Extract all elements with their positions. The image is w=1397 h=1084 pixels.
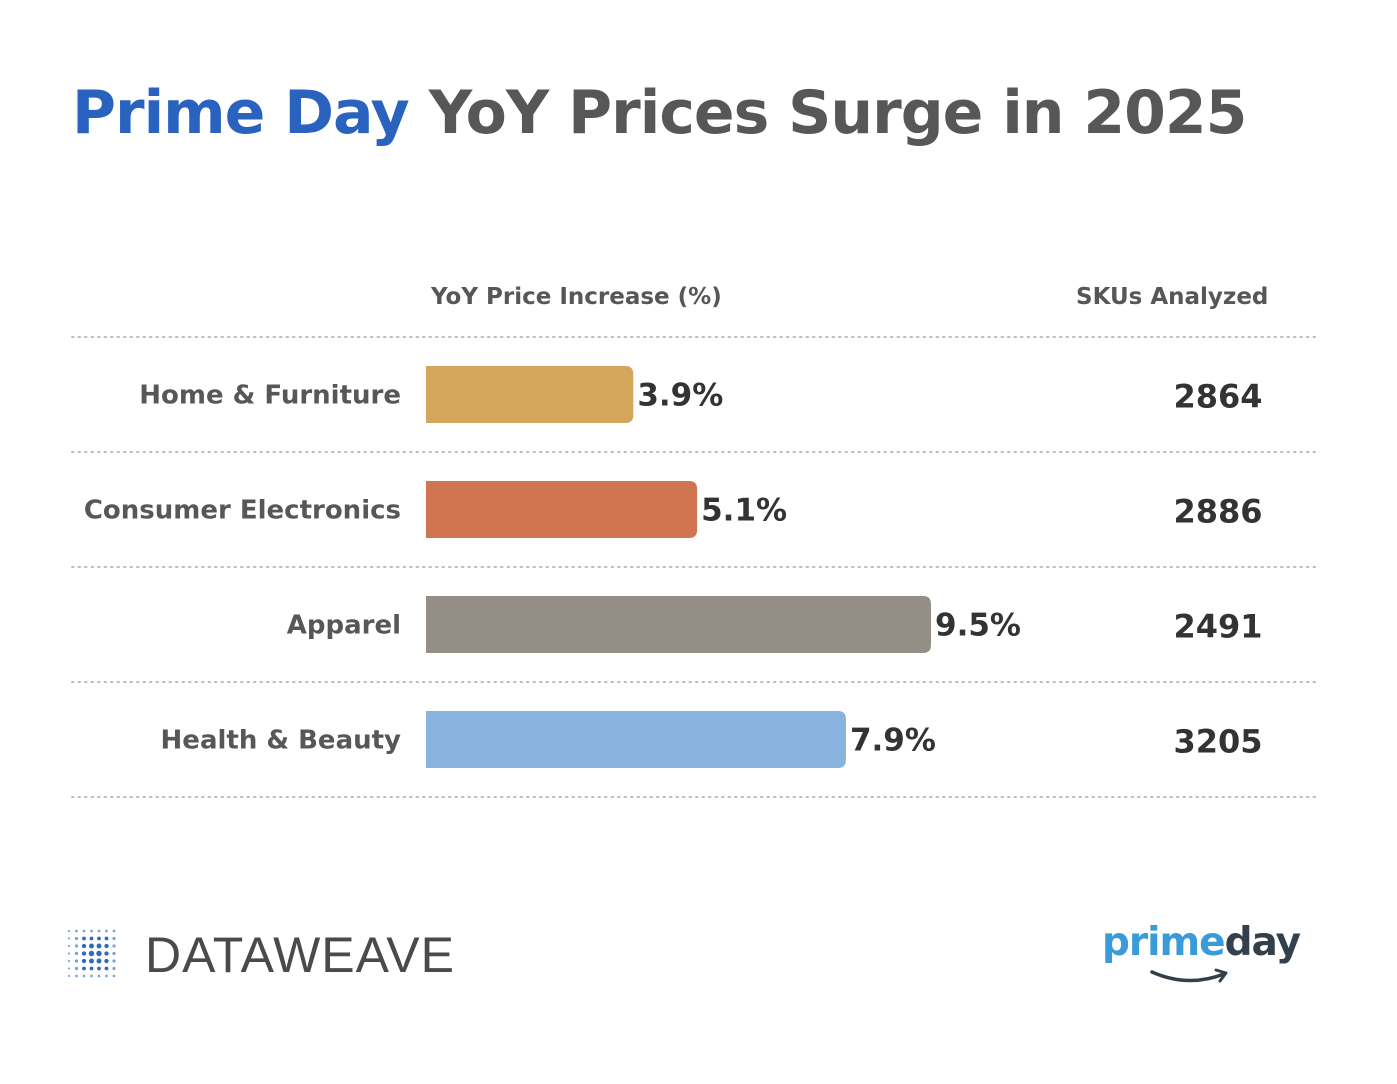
category-label: Consumer Electronics — [84, 496, 401, 526]
sku-count: 2864 — [1173, 378, 1262, 416]
bar-value-label: 5.1% — [701, 493, 787, 529]
bar-value-label: 7.9% — [850, 723, 936, 759]
bar-column-header: YoY Price Increase (%) — [431, 284, 722, 310]
prime-day-logo-prime: prime — [1102, 920, 1226, 965]
bar-value-label: 3.9% — [637, 378, 723, 414]
smile-arrow-icon — [1150, 968, 1228, 983]
prime-day-logo: primeday — [1102, 920, 1302, 990]
chart-title: Prime Day YoY Prices Surge in 2025 — [72, 78, 1248, 148]
dataweave-dots-icon — [66, 928, 120, 986]
bar — [426, 481, 698, 538]
bar — [426, 596, 931, 653]
title-brand: Prime Day — [72, 78, 410, 148]
category-label: Apparel — [287, 611, 401, 641]
prime-day-logo-day: day — [1224, 920, 1301, 965]
sku-count: 2491 — [1173, 608, 1262, 646]
sku-count: 2886 — [1173, 493, 1262, 531]
bar-value-label: 9.5% — [935, 608, 1021, 644]
category-label: Home & Furniture — [139, 381, 401, 411]
sku-column-header: SKUs Analyzed — [1076, 284, 1269, 310]
sku-count: 3205 — [1173, 723, 1262, 761]
category-label: Health & Beauty — [161, 726, 402, 756]
title-rest: YoY Prices Surge in 2025 — [428, 78, 1248, 148]
bar — [426, 366, 634, 423]
dataweave-logo-text: DATAWEAVE — [145, 927, 455, 983]
bar — [426, 711, 846, 768]
